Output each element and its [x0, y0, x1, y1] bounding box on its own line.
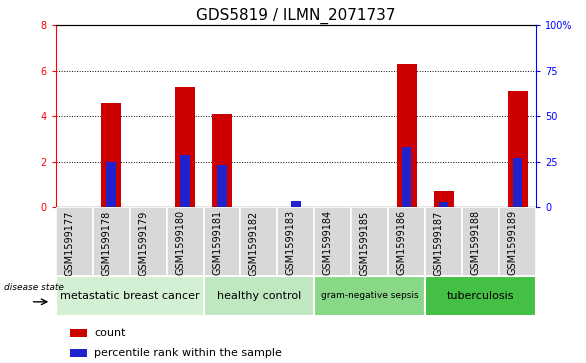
Text: percentile rank within the sample: percentile rank within the sample — [94, 348, 282, 358]
Bar — [507, 91, 528, 207]
Bar — [203, 276, 315, 316]
Title: GDS5819 / ILMN_2071737: GDS5819 / ILMN_2071737 — [196, 8, 396, 24]
Text: GSM1599181: GSM1599181 — [212, 210, 222, 276]
Bar — [439, 202, 448, 207]
Bar — [130, 207, 166, 276]
Text: healthy control: healthy control — [217, 291, 301, 301]
Bar — [499, 207, 536, 276]
Text: GSM1599184: GSM1599184 — [323, 210, 333, 276]
Bar — [93, 207, 130, 276]
Text: GSM1599186: GSM1599186 — [397, 210, 407, 276]
Text: GSM1599177: GSM1599177 — [64, 210, 74, 276]
Bar — [397, 64, 417, 207]
Text: tuberculosis: tuberculosis — [447, 291, 515, 301]
Bar — [203, 207, 240, 276]
Text: gram-negative sepsis: gram-negative sepsis — [321, 291, 418, 300]
Bar — [315, 276, 425, 316]
Bar — [70, 349, 87, 357]
Text: GSM1599183: GSM1599183 — [286, 210, 296, 276]
Text: GSM1599185: GSM1599185 — [360, 210, 370, 276]
Bar — [240, 207, 277, 276]
Bar — [70, 329, 87, 337]
Bar — [166, 207, 203, 276]
Bar — [175, 87, 195, 207]
Text: disease state: disease state — [5, 282, 64, 291]
Bar — [291, 200, 301, 207]
Bar — [462, 207, 499, 276]
Text: GSM1599187: GSM1599187 — [434, 210, 444, 276]
Text: GSM1599180: GSM1599180 — [175, 210, 185, 276]
Text: GSM1599182: GSM1599182 — [249, 210, 259, 276]
Bar — [101, 102, 121, 207]
Bar — [56, 207, 93, 276]
Bar — [217, 165, 227, 207]
Bar — [425, 207, 462, 276]
Bar — [425, 276, 536, 316]
Bar — [315, 207, 352, 276]
Bar — [402, 147, 411, 207]
Bar — [107, 162, 116, 207]
Text: GSM1599189: GSM1599189 — [507, 210, 517, 276]
Text: GSM1599178: GSM1599178 — [101, 210, 111, 276]
Text: metastatic breast cancer: metastatic breast cancer — [60, 291, 199, 301]
Bar — [352, 207, 389, 276]
Text: GSM1599179: GSM1599179 — [138, 210, 148, 276]
Bar — [389, 207, 425, 276]
Bar — [434, 191, 454, 207]
Bar — [513, 158, 522, 207]
Bar — [56, 276, 203, 316]
Text: GSM1599188: GSM1599188 — [471, 210, 481, 276]
Text: count: count — [94, 328, 125, 338]
Bar — [277, 207, 315, 276]
Bar — [212, 114, 232, 207]
Bar — [180, 155, 190, 207]
